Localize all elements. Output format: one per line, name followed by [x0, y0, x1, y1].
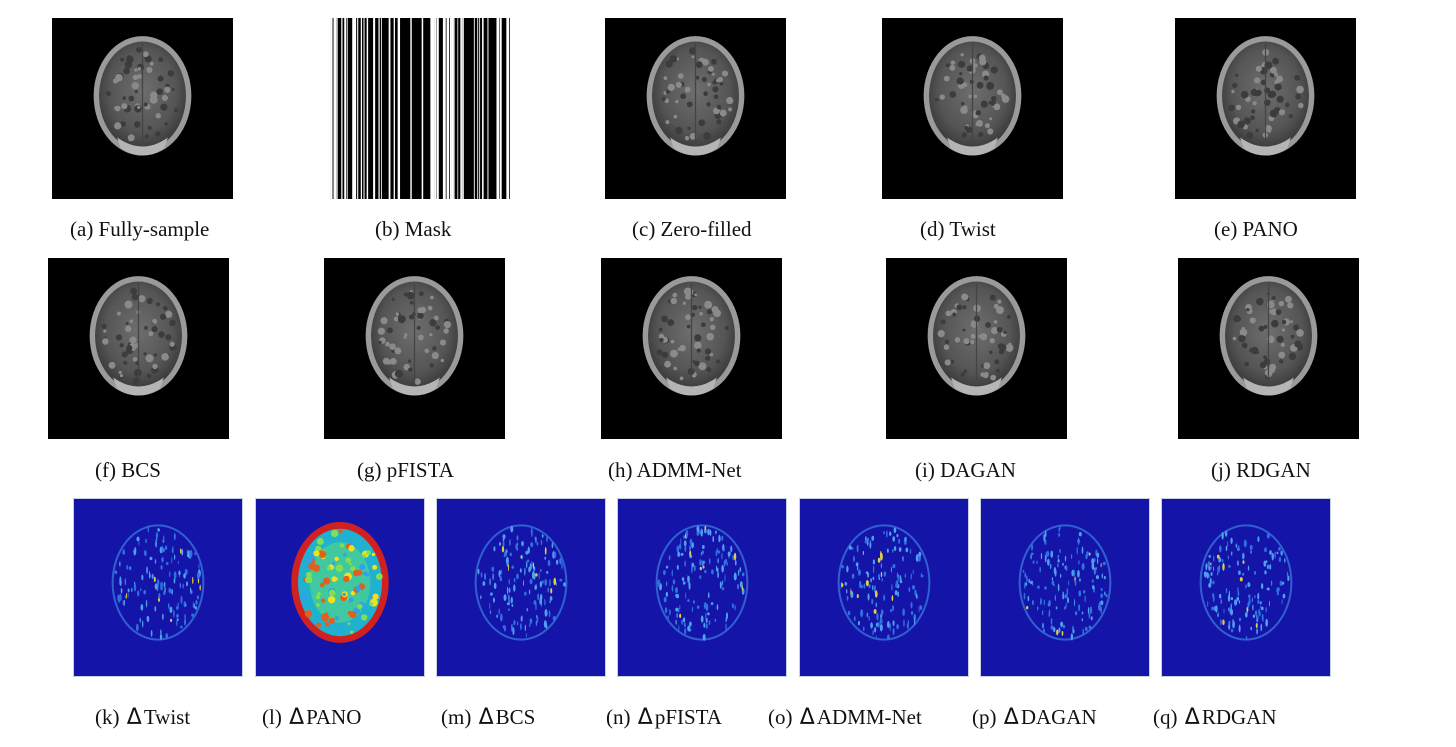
error-heatmap	[981, 503, 1149, 672]
error-map-dagan	[980, 498, 1150, 677]
error-map-rdgan	[1161, 498, 1331, 677]
delta-symbol: Δ	[1003, 705, 1019, 730]
image-dagan	[886, 258, 1067, 439]
caption-a: (a) Fully-sample	[70, 217, 210, 241]
image-fully-sample	[52, 18, 233, 199]
error-map-pfista	[617, 498, 787, 677]
caption-i: (i) DAGAN	[915, 458, 1016, 482]
delta-symbol: Δ	[126, 705, 142, 730]
error-heatmap	[256, 503, 424, 672]
error-heatmap	[1162, 503, 1330, 672]
undersampling-mask	[329, 18, 510, 199]
delta-symbol: Δ	[289, 705, 305, 730]
error-map-admm-net	[799, 498, 969, 677]
error-map-bcs	[436, 498, 606, 677]
image-bcs	[48, 258, 229, 439]
error-heatmap	[437, 503, 605, 672]
brain-slice	[927, 276, 1026, 396]
image-twist	[882, 18, 1063, 199]
caption-d: (d) Twist	[920, 217, 996, 241]
delta-symbol: Δ	[799, 705, 815, 730]
caption-h: (h) ADMM-Net	[608, 458, 742, 482]
delta-symbol: Δ	[1184, 705, 1200, 730]
brain-slice	[89, 276, 188, 396]
image-zero-filled	[605, 18, 786, 199]
caption-o: (o) ΔADMM-Net	[768, 705, 922, 730]
caption-k: (k) ΔTwist	[95, 705, 191, 730]
caption-m: (m) ΔBCS	[441, 705, 536, 730]
caption-l: (l) ΔPANO	[262, 705, 362, 730]
error-heatmap	[800, 503, 968, 672]
image-mask	[329, 18, 510, 199]
brain-slice	[93, 36, 192, 156]
caption-j: (j) RDGAN	[1211, 458, 1311, 482]
error-heatmap	[618, 503, 786, 672]
brain-slice	[1219, 276, 1318, 396]
image-pano	[1175, 18, 1356, 199]
error-heatmap	[74, 503, 242, 672]
caption-g: (g) pFISTA	[357, 458, 454, 482]
caption-q: (q) ΔRDGAN	[1153, 705, 1277, 730]
brain-slice	[923, 36, 1022, 156]
image-rdgan	[1178, 258, 1359, 439]
caption-p: (p) ΔDAGAN	[972, 705, 1097, 730]
delta-symbol: Δ	[637, 705, 653, 730]
brain-slice	[365, 276, 464, 396]
caption-b: (b) Mask	[375, 217, 452, 241]
image-pfista	[324, 258, 505, 439]
error-map-twist	[73, 498, 243, 677]
brain-slice	[642, 276, 741, 396]
caption-e: (e) PANO	[1214, 217, 1298, 241]
image-admm-net	[601, 258, 782, 439]
caption-c: (c) Zero-filled	[632, 217, 752, 241]
caption-f: (f) BCS	[95, 458, 161, 482]
caption-n: (n) ΔpFISTA	[606, 705, 722, 730]
error-map-pano	[255, 498, 425, 677]
brain-slice	[1216, 36, 1315, 156]
delta-symbol: Δ	[478, 705, 494, 730]
brain-slice	[646, 36, 745, 156]
